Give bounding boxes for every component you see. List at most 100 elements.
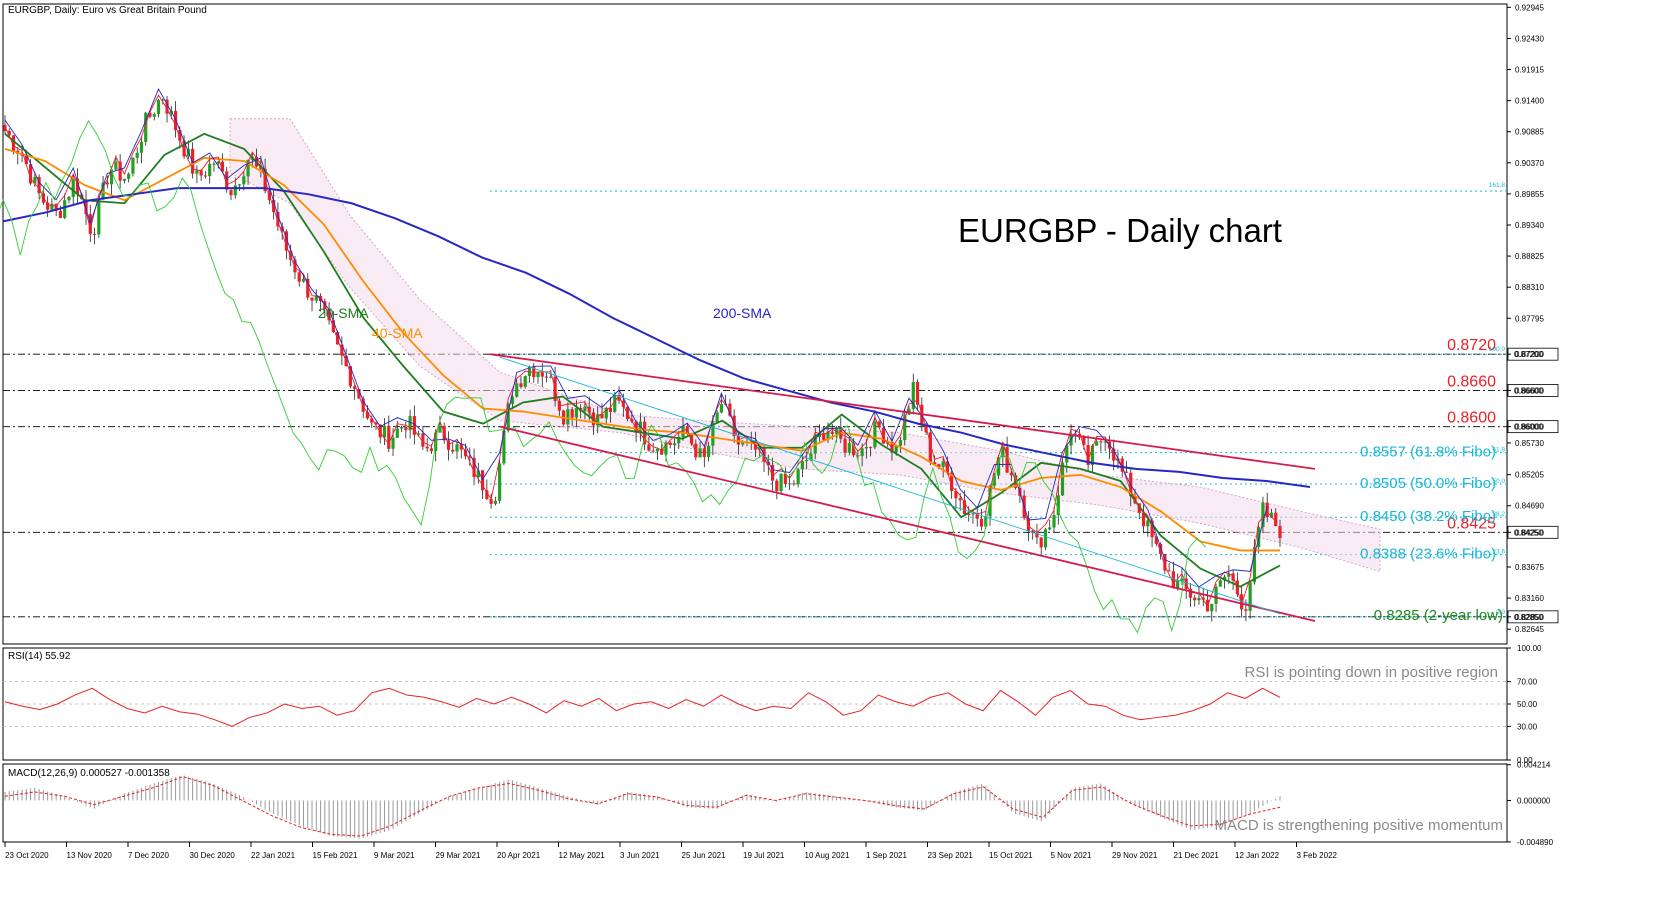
candle-body — [54, 203, 58, 211]
candle-body — [1031, 530, 1035, 533]
candle-body — [144, 112, 148, 142]
label-200sma: 200-SMA — [713, 305, 772, 321]
rsi-line — [4, 687, 1281, 727]
candle-body — [58, 210, 63, 218]
candle-body — [958, 498, 962, 501]
macd-note: MACD is strengthening positive momentum — [1215, 817, 1503, 834]
y-tick-label: 0.84690 — [1515, 502, 1544, 511]
candle-body — [1103, 441, 1107, 443]
macd-tick-label: 0.004214 — [1517, 761, 1551, 770]
candle-body — [233, 185, 237, 196]
candle-body — [544, 376, 549, 378]
candle-body — [984, 516, 988, 527]
candle-body — [451, 449, 455, 452]
candle-body — [173, 110, 178, 131]
candle-body — [1274, 512, 1278, 527]
price-axis: 0.92945 0.92430 0.91915 0.91400 0.90885 0.903… — [1507, 3, 1544, 634]
candle-body — [1086, 445, 1090, 465]
candle-body — [191, 148, 195, 174]
x-tick-label: 12 Jan 2022 — [1235, 851, 1280, 860]
candle-body — [928, 432, 932, 463]
y-tick-label: 0.86000 — [1515, 423, 1544, 432]
candle-body — [817, 433, 822, 438]
candle-body — [822, 433, 826, 440]
candle-body — [1163, 553, 1167, 571]
candle-body — [1235, 580, 1239, 595]
low-label: 0.8285 (2-year low) — [1374, 607, 1503, 624]
candle-body — [608, 407, 613, 412]
y-tick-label: 0.89855 — [1515, 190, 1544, 199]
x-tick-label: 25 Jun 2021 — [682, 851, 727, 860]
candle-body — [638, 421, 642, 433]
candle-body — [421, 433, 425, 447]
rsi-tick-label: 50.00 — [1517, 700, 1538, 709]
candle-body — [655, 448, 660, 452]
candle-body — [318, 295, 323, 302]
macd-signal — [4, 776, 1281, 837]
candle-body — [84, 199, 88, 215]
candle-body — [178, 130, 182, 141]
candle-body — [1060, 462, 1065, 496]
candle-body — [992, 475, 996, 486]
fibo-tag-top: 161.8 — [1489, 182, 1506, 189]
candle-body — [476, 470, 480, 478]
candle-body — [480, 470, 485, 491]
x-tick-label: 5 Nov 2021 — [1051, 851, 1092, 860]
y-tick-label: 0.87795 — [1515, 314, 1544, 323]
candle-body — [63, 200, 67, 218]
candle-body — [613, 394, 617, 412]
candle-body — [809, 453, 813, 460]
rsi-tick-label: 100.00 — [1517, 644, 1542, 653]
candle-body — [1154, 537, 1158, 544]
candle-body — [706, 445, 711, 458]
candle-body — [864, 447, 868, 449]
candle-body — [1159, 543, 1163, 554]
candle-body — [1099, 441, 1103, 443]
candle-body — [540, 372, 544, 377]
price-tag: 0.82850 — [1514, 613, 1543, 622]
x-tick-label: 13 Nov 2020 — [67, 851, 113, 860]
candle-body — [950, 472, 954, 491]
y-tick-label: 0.87200 — [1515, 350, 1544, 359]
fibo-label: 0.8505 (50.0% Fibo) — [1360, 475, 1496, 492]
candle-body — [485, 490, 489, 499]
candle-body — [570, 409, 574, 418]
candle-body — [310, 297, 314, 301]
candle-body — [502, 430, 506, 464]
chart-header: EURGBP, Daily: Euro vs Great Britain Pou… — [8, 5, 207, 16]
candle-body — [664, 442, 668, 455]
rsi-tick-label: 0.00 — [1517, 756, 1533, 765]
y-tick-label: 0.92945 — [1515, 3, 1544, 12]
candle-body — [770, 465, 775, 481]
candle-body — [493, 500, 497, 504]
candle-body — [378, 424, 382, 438]
x-tick-label: 29 Mar 2021 — [436, 851, 481, 860]
trend-line — [499, 356, 1281, 615]
candle-body — [800, 461, 805, 470]
candle-body — [370, 418, 374, 423]
candle-body — [1052, 515, 1056, 528]
label-40sma: 40-SMA — [372, 325, 423, 341]
candle-body — [660, 448, 664, 455]
candle-body — [979, 518, 984, 527]
candle-body — [651, 450, 655, 452]
candle-body — [1180, 578, 1184, 581]
candle-body — [826, 431, 830, 440]
candle-body — [122, 178, 126, 181]
candle-body — [515, 383, 519, 397]
candle-body — [498, 463, 502, 501]
candle-body — [796, 469, 800, 485]
candle-body — [135, 152, 139, 158]
candle-body — [647, 444, 651, 451]
y-tick-label: 0.83675 — [1515, 563, 1544, 572]
y-tick-label: 0.89340 — [1515, 221, 1544, 230]
candle-body — [67, 196, 71, 201]
y-tick-label: 0.84250 — [1515, 528, 1544, 537]
candle-body — [677, 436, 681, 444]
candle-body — [37, 176, 41, 194]
candle-body — [306, 278, 310, 298]
candle-body — [596, 414, 600, 426]
candle-body — [962, 500, 967, 515]
candle-body — [468, 456, 472, 458]
candle-body — [625, 406, 630, 420]
